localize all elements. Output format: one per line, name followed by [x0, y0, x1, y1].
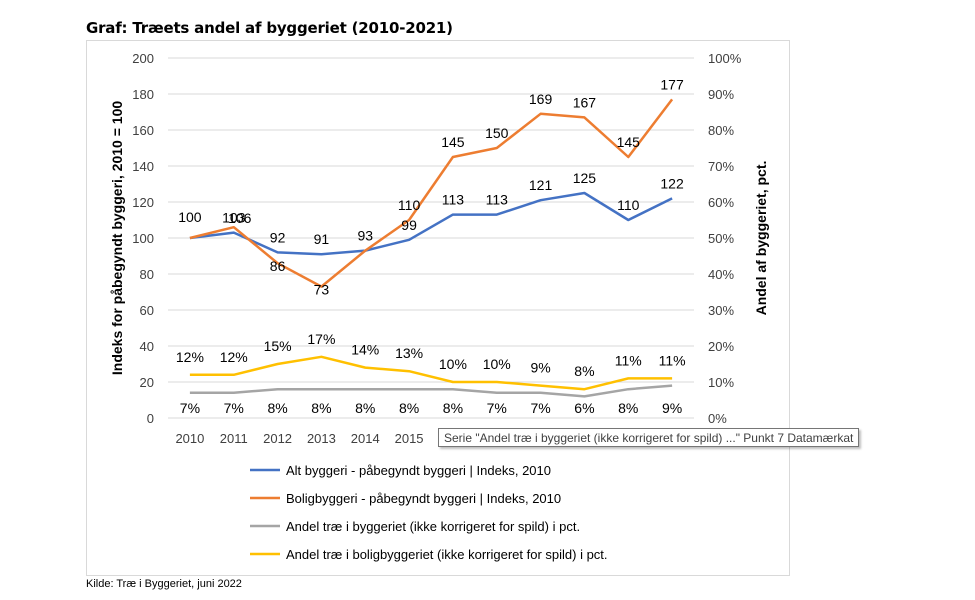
left-tick-label: 40 — [140, 339, 154, 354]
data-label: 8% — [267, 400, 287, 416]
data-label: 11% — [615, 352, 642, 368]
data-label: 150 — [485, 125, 509, 141]
series-line-1 — [189, 98, 674, 288]
left-tick-label: 160 — [132, 123, 154, 138]
data-label: 99 — [401, 217, 417, 233]
data-label: 6% — [574, 400, 594, 416]
data-label: 8% — [399, 400, 419, 416]
right-tick-label: 40% — [708, 267, 734, 282]
right-tick-label: 50% — [708, 231, 734, 246]
data-label: 106 — [228, 210, 252, 226]
data-label: 86 — [270, 258, 286, 274]
data-label: 8% — [574, 363, 594, 379]
series-line-3 — [189, 355, 673, 391]
series-line-2 — [189, 384, 673, 398]
data-label: 93 — [357, 228, 373, 244]
data-label: 9% — [530, 360, 550, 376]
data-label: 121 — [529, 177, 553, 193]
series-line-0 — [189, 191, 673, 256]
data-label: 100 — [178, 209, 202, 225]
data-label: 9% — [662, 400, 682, 416]
left-axis-title: Indeks for påbegyndt byggeri, 2010 = 100 — [109, 101, 125, 375]
source-note: Kilde: Træ i Byggeriet, juni 2022 — [86, 578, 242, 590]
data-label: 8% — [618, 400, 638, 416]
data-label: 91 — [314, 231, 330, 247]
left-tick-label: 140 — [132, 159, 154, 174]
right-tick-label: 20% — [708, 339, 734, 354]
data-label: 8% — [443, 400, 463, 416]
data-label: 8% — [355, 400, 375, 416]
data-label: 145 — [441, 134, 465, 150]
right-tick-label: 10% — [708, 375, 734, 390]
chart-frame — [86, 40, 790, 576]
data-label: 10% — [439, 356, 467, 372]
data-label: 167 — [573, 94, 597, 110]
right-tick-label: 90% — [708, 87, 734, 102]
data-label: 110 — [617, 197, 640, 213]
data-label: 7% — [224, 400, 244, 416]
data-label: 73 — [314, 282, 330, 298]
data-label: 122 — [660, 175, 684, 191]
left-tick-label: 80 — [140, 267, 154, 282]
data-label: 12% — [176, 349, 204, 365]
x-tick-label: 2012 — [263, 431, 292, 446]
data-label: 110 — [398, 197, 421, 213]
legend-label-1: Boligbyggeri - påbegyndt byggeri | Indek… — [286, 491, 561, 506]
data-label: 10% — [483, 356, 511, 372]
legend-label-0: Alt byggeri - påbegyndt byggeri | Indeks… — [286, 463, 551, 478]
data-label: 103 — [222, 210, 246, 226]
gridlines — [168, 57, 694, 419]
axis-ticks: 0 0% 20 10% 40 20% 60 30% 80 40% 100 50% 120 60% 140 70… — [132, 51, 741, 446]
left-tick-label: 120 — [132, 195, 154, 210]
data-label: 17% — [307, 331, 335, 347]
data-label: 7% — [487, 400, 507, 416]
x-tick-label: 2010 — [175, 431, 204, 446]
legend-label-2: Andel træ i byggeriet (ikke korrigeret f… — [286, 519, 580, 534]
left-tick-label: 20 — [140, 375, 154, 390]
right-tick-label: 0% — [708, 411, 727, 426]
x-tick-label: 2013 — [307, 431, 336, 446]
data-label: 145 — [617, 134, 641, 150]
data-label-tooltip: Serie "Andel træ i byggeriet (ikke korri… — [438, 428, 860, 447]
right-tick-label: 70% — [708, 159, 734, 174]
right-tick-label: 30% — [708, 303, 734, 318]
data-label: 13% — [395, 345, 423, 361]
data-label: 12% — [220, 349, 248, 365]
data-label: 177 — [660, 76, 684, 92]
right-tick-label: 100% — [708, 51, 742, 66]
data-label: 8% — [311, 400, 331, 416]
data-label: 169 — [529, 91, 553, 107]
data-label: 14% — [351, 342, 379, 358]
series-lines — [189, 98, 674, 398]
legend-label-3: Andel træ i boligbyggeriet (ikke korrige… — [286, 547, 608, 562]
data-label: 125 — [573, 170, 597, 186]
data-label: 113 — [442, 192, 465, 208]
legend: Alt byggeri - påbegyndt byggeri | Indeks… — [250, 463, 608, 562]
data-labels: 100 103 92 91 93 99 113 113 121 125 110 122 106 86 73 1… — [176, 76, 686, 416]
data-label: 7% — [180, 400, 200, 416]
data-label: 113 — [486, 192, 509, 208]
data-label: 11% — [659, 352, 686, 368]
left-tick-label: 180 — [132, 87, 154, 102]
right-axis-title: Andel af byggeriet, pct. — [753, 161, 769, 316]
x-tick-label: 2014 — [351, 431, 380, 446]
x-tick-label: 2011 — [220, 431, 248, 446]
right-tick-label: 80% — [708, 123, 734, 138]
left-tick-label: 60 — [140, 303, 154, 318]
left-tick-label: 100 — [132, 231, 154, 246]
left-tick-label: 0 — [147, 411, 154, 426]
right-tick-label: 60% — [708, 195, 734, 210]
data-label: 92 — [270, 229, 286, 245]
chart-heading: Graf: Træets andel af byggeriet (2010-20… — [86, 19, 453, 37]
data-label: 15% — [264, 338, 292, 354]
left-tick-label: 200 — [132, 51, 154, 66]
data-label: 7% — [530, 400, 550, 416]
x-tick-label: 2015 — [395, 431, 424, 446]
